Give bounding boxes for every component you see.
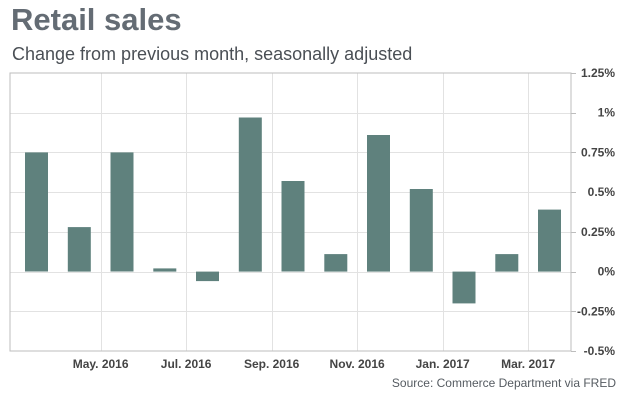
bar-jun-2016	[110, 152, 134, 272]
bar-apr-2016	[25, 152, 48, 272]
y-axis-ticks: 1.25% 1% 0.75% 0.5% 0.25% 0% -0.25% -0.5%	[571, 66, 615, 358]
bar-sep-2016	[238, 117, 262, 272]
y-tick-label: 0.25%	[581, 225, 615, 239]
chart-subtitle: Change from previous month, seasonally a…	[12, 44, 413, 64]
bar-jul-2016	[153, 268, 177, 272]
bars	[25, 117, 561, 304]
x-tick-label: Mar. 2017	[501, 357, 555, 371]
source-note: Source: Commerce Department via FRED	[391, 376, 616, 390]
y-tick-label: 0%	[598, 265, 616, 279]
y-tick-label: 1%	[598, 106, 616, 120]
y-tick-label: -0.25%	[577, 304, 615, 318]
bar-oct-2016	[281, 181, 305, 272]
bar-feb-2017	[452, 271, 476, 304]
plot-frame	[9, 72, 572, 352]
bar-aug-2016	[196, 271, 219, 282]
chart-title: Retail sales	[11, 2, 182, 37]
y-tick-label: 0.75%	[581, 145, 615, 159]
bar-may-2016	[67, 227, 91, 272]
bar-mar-2017	[495, 254, 519, 272]
bar-apr-2017	[538, 209, 561, 272]
x-axis-ticks: May. 2016 Jul. 2016 Sep. 2016 Nov. 2016 Jan.…	[73, 357, 556, 371]
bar-jan-2017	[409, 189, 433, 272]
y-tick-label: 1.25%	[581, 66, 615, 80]
x-tick-label: Nov. 2016	[330, 357, 385, 371]
bar-dec-2016	[367, 135, 390, 272]
x-tick-label: Sep. 2016	[244, 357, 300, 371]
bar-nov-2016	[324, 254, 348, 272]
x-tick-label: May. 2016	[73, 357, 129, 371]
x-tick-label: Jan. 2017	[416, 357, 470, 371]
gridlines	[10, 73, 571, 351]
x-tick-label: Jul. 2016	[161, 357, 212, 371]
y-tick-label: 0.5%	[588, 185, 616, 199]
y-tick-label: -0.5%	[584, 344, 616, 358]
